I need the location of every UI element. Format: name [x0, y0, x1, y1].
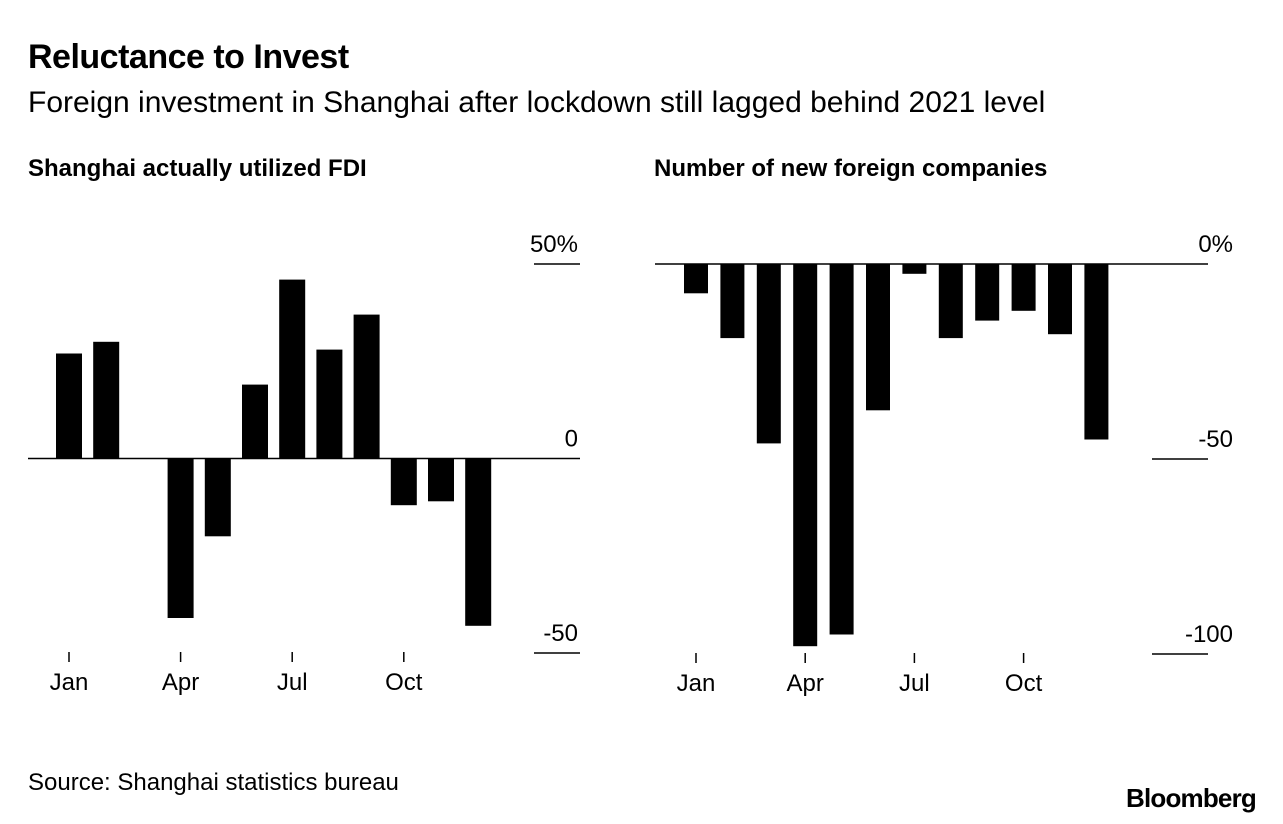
companies-xtick-label: Jul [899, 670, 930, 697]
fdi-xtick-label: Jan [50, 669, 89, 696]
companies-bar-apr [793, 264, 818, 647]
companies-bar-may [829, 264, 854, 635]
fdi-bar-apr [167, 458, 194, 618]
companies-bar-nov [1048, 264, 1072, 335]
fdi-bar-oct [390, 458, 417, 506]
fdi-bar-sep [353, 314, 380, 459]
fdi-ytick-label: -50 [543, 620, 578, 647]
fdi-bar-feb [93, 341, 120, 459]
page-title: Reluctance to Invest [28, 38, 349, 76]
fdi-bar-aug [316, 349, 343, 459]
chart-title-companies: Number of new foreign companies [654, 155, 1048, 182]
source-note: Source: Shanghai statistics bureau [28, 769, 399, 796]
bloomberg-logo: Bloomberg [1125, 783, 1257, 813]
fdi-bar-nov [428, 458, 454, 502]
page-subtitle: Foreign investment in Shanghai after loc… [28, 86, 1046, 119]
fdi-bar-jan [56, 353, 82, 459]
fdi-bar-may [204, 458, 231, 537]
fdi-xtick-label: Oct [385, 669, 423, 696]
companies-xtick-label: Apr [787, 670, 824, 697]
fdi-xtick-label: Apr [162, 669, 199, 696]
fdi-xtick-label: Jul [277, 669, 308, 696]
companies-ytick-label: -100 [1185, 621, 1233, 648]
companies-ytick-label: -50 [1198, 426, 1233, 453]
companies-bar-mar [756, 264, 781, 444]
companies-xtick-label: Oct [1005, 670, 1043, 697]
companies-xtick-label: Jan [677, 670, 716, 697]
companies-ytick-label: 0% [1198, 231, 1233, 258]
companies-bar-feb [720, 264, 745, 339]
fdi-bar-jul [279, 279, 306, 459]
fdi-ytick-label: 50% [530, 231, 578, 258]
fdi-ytick-label: 0 [565, 426, 578, 453]
companies-bar-sep [975, 264, 1000, 321]
fdi-bar-dec [465, 458, 492, 626]
fdi-bar-jun [242, 384, 268, 459]
companies-bar-oct [1011, 264, 1036, 311]
chart-title-fdi: Shanghai actually utilized FDI [28, 155, 367, 182]
companies-bar-jan [684, 264, 708, 294]
companies-bar-jul [902, 264, 927, 274]
companies-bar-dec [1084, 264, 1109, 440]
companies-bar-aug [938, 264, 963, 339]
companies-bar-jun [866, 264, 890, 411]
